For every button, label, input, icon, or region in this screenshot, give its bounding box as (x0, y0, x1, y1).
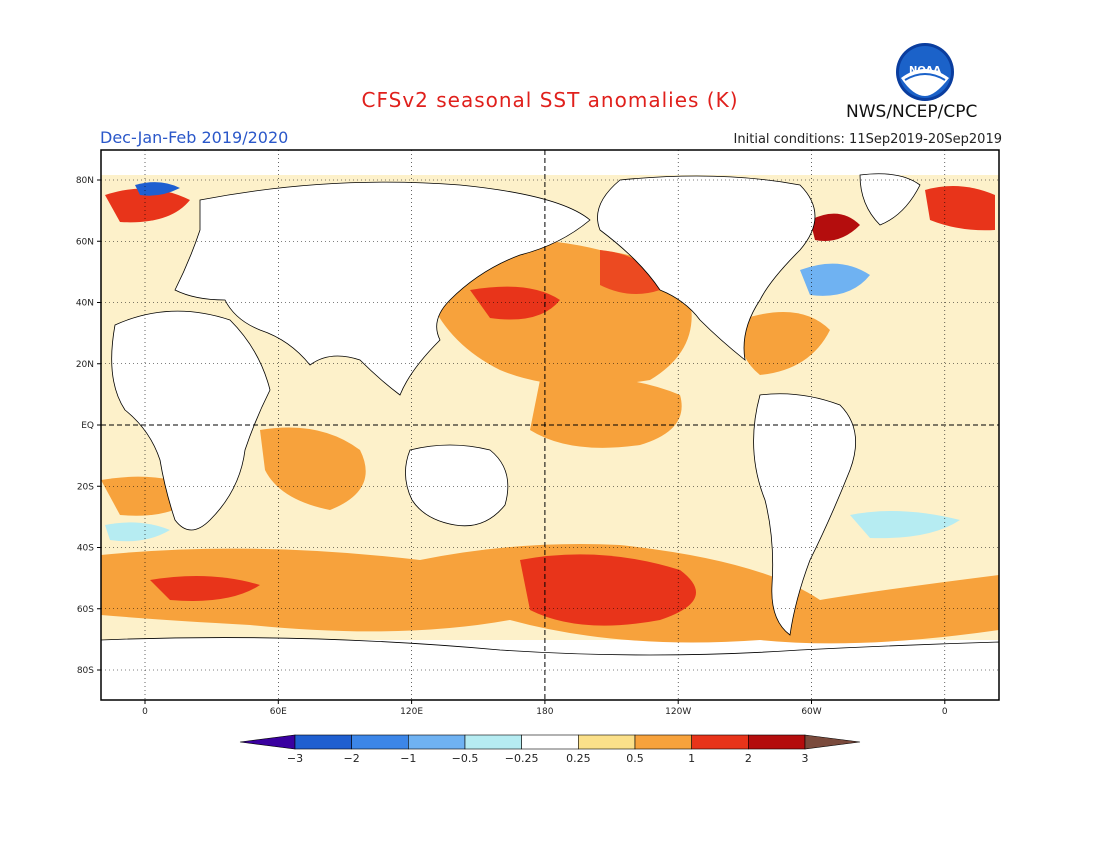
lat-label: 20N (76, 360, 94, 370)
lat-label: 20S (77, 482, 94, 492)
colorbar: −3 −2 −1 −0.5 −0.25 0.25 0.5 1 2 3 (239, 734, 861, 765)
lon-label: 60W (801, 707, 821, 717)
lat-label: 80S (77, 666, 94, 676)
colorbar-tick-label: −3 (287, 752, 303, 765)
lat-label: 80N (76, 176, 94, 186)
latitude-labels: 80N 60N 40N 20N EQ 20S 40S 60S 80S (76, 176, 101, 676)
longitude-labels: 0 60E 120E 180 120W 60W 0 (142, 700, 948, 717)
lon-label: 0 (942, 707, 948, 717)
colorbar-swatch (578, 734, 636, 750)
north-america-landmass (597, 175, 816, 361)
lon-label: 120E (400, 707, 423, 717)
lon-label: 0 (142, 707, 148, 717)
antarctica-landmass (100, 637, 1000, 701)
initial-conditions: Initial conditions: 11Sep2019-20Sep2019 (733, 132, 1002, 147)
colorbar-tick-label: −1 (400, 752, 416, 765)
lat-label: 60N (76, 237, 94, 247)
colorbar-swatch (691, 734, 749, 750)
colorbar-tick-label: −2 (344, 752, 360, 765)
eurasia-landmass (174, 181, 591, 396)
logo-text: NOAA (909, 65, 941, 76)
colorbar-swatch (748, 734, 806, 750)
colorbar-tick-label: 0.5 (626, 752, 644, 765)
greenland-landmass (859, 173, 921, 226)
colorbar-swatch (294, 734, 352, 750)
colorbar-tick-label: −0.25 (505, 752, 539, 765)
continents (100, 173, 1000, 701)
lon-label: 180 (536, 707, 553, 717)
lat-label: 40N (76, 299, 94, 309)
lat-label: 60S (77, 605, 94, 615)
colorbar-tick-label: 2 (745, 752, 752, 765)
colorbar-tick-label: 3 (802, 752, 809, 765)
lon-label: 120W (665, 707, 691, 717)
lon-label: 60E (270, 707, 287, 717)
forecast-period: Dec-Jan-Feb 2019/2020 (100, 128, 289, 147)
colorbar-swatch (634, 734, 692, 750)
lat-label: 40S (77, 544, 94, 554)
colorbar-swatch (521, 734, 579, 750)
africa-landmass (111, 310, 271, 531)
colorbar-tick-label: 0.25 (566, 752, 591, 765)
agency-label: NWS/NCEP/CPC (846, 102, 978, 122)
map-grid (101, 150, 999, 700)
colorbar-swatch (408, 734, 466, 750)
colorbar-tick-label: 1 (688, 752, 695, 765)
colorbar-swatch (351, 734, 409, 750)
colorbar-tick-label: −0.5 (452, 752, 479, 765)
noaa-logo-icon: NOAA (896, 43, 954, 101)
south-america-landmass (753, 393, 856, 636)
map-title: CFSv2 seasonal SST anomalies (K) (361, 88, 739, 112)
colorbar-low-arrow (239, 734, 296, 750)
colorbar-high-arrow (804, 734, 861, 750)
lat-label: EQ (81, 421, 94, 431)
colorbar-swatch (464, 734, 522, 750)
